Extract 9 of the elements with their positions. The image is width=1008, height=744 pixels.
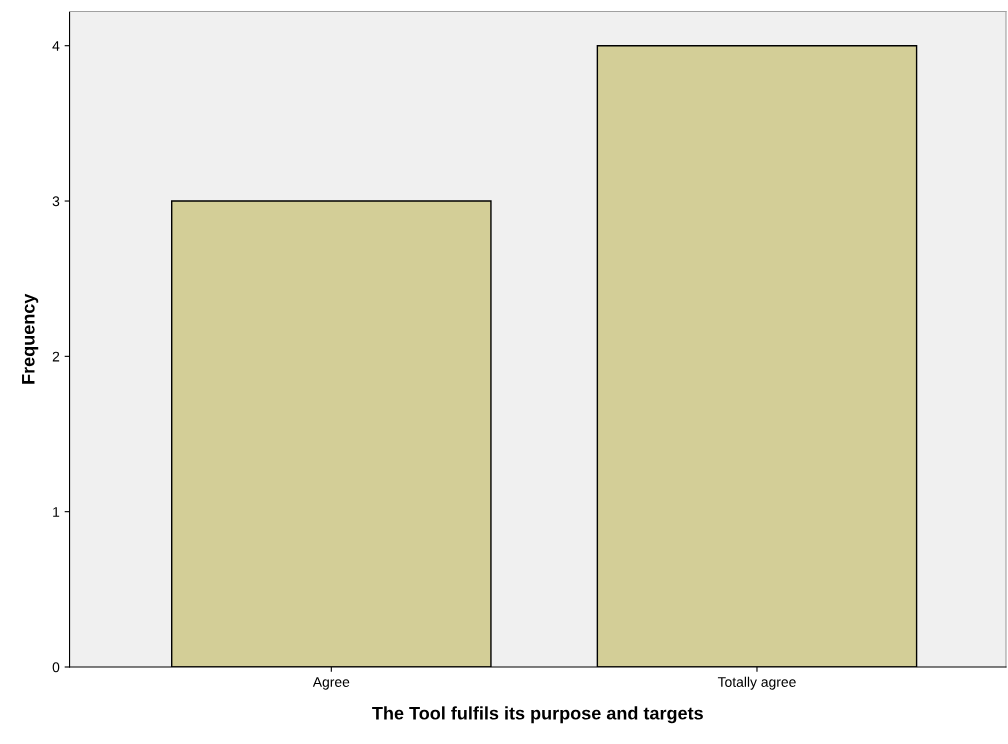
y-tick-label: 4 (52, 41, 60, 51)
y-axis-title: Frequency (22, 293, 39, 384)
y-tick-label: 2 (52, 351, 60, 362)
x-tick-label: Agree (312, 677, 350, 690)
x-axis-title: The Tool fulfils its purpose and targets (372, 706, 703, 724)
x-tick-label: Totally agree (717, 676, 796, 690)
y-tick-label: 1 (53, 507, 60, 517)
y-tick-label: 3 (52, 196, 60, 207)
y-tick-label: 0 (52, 662, 60, 673)
